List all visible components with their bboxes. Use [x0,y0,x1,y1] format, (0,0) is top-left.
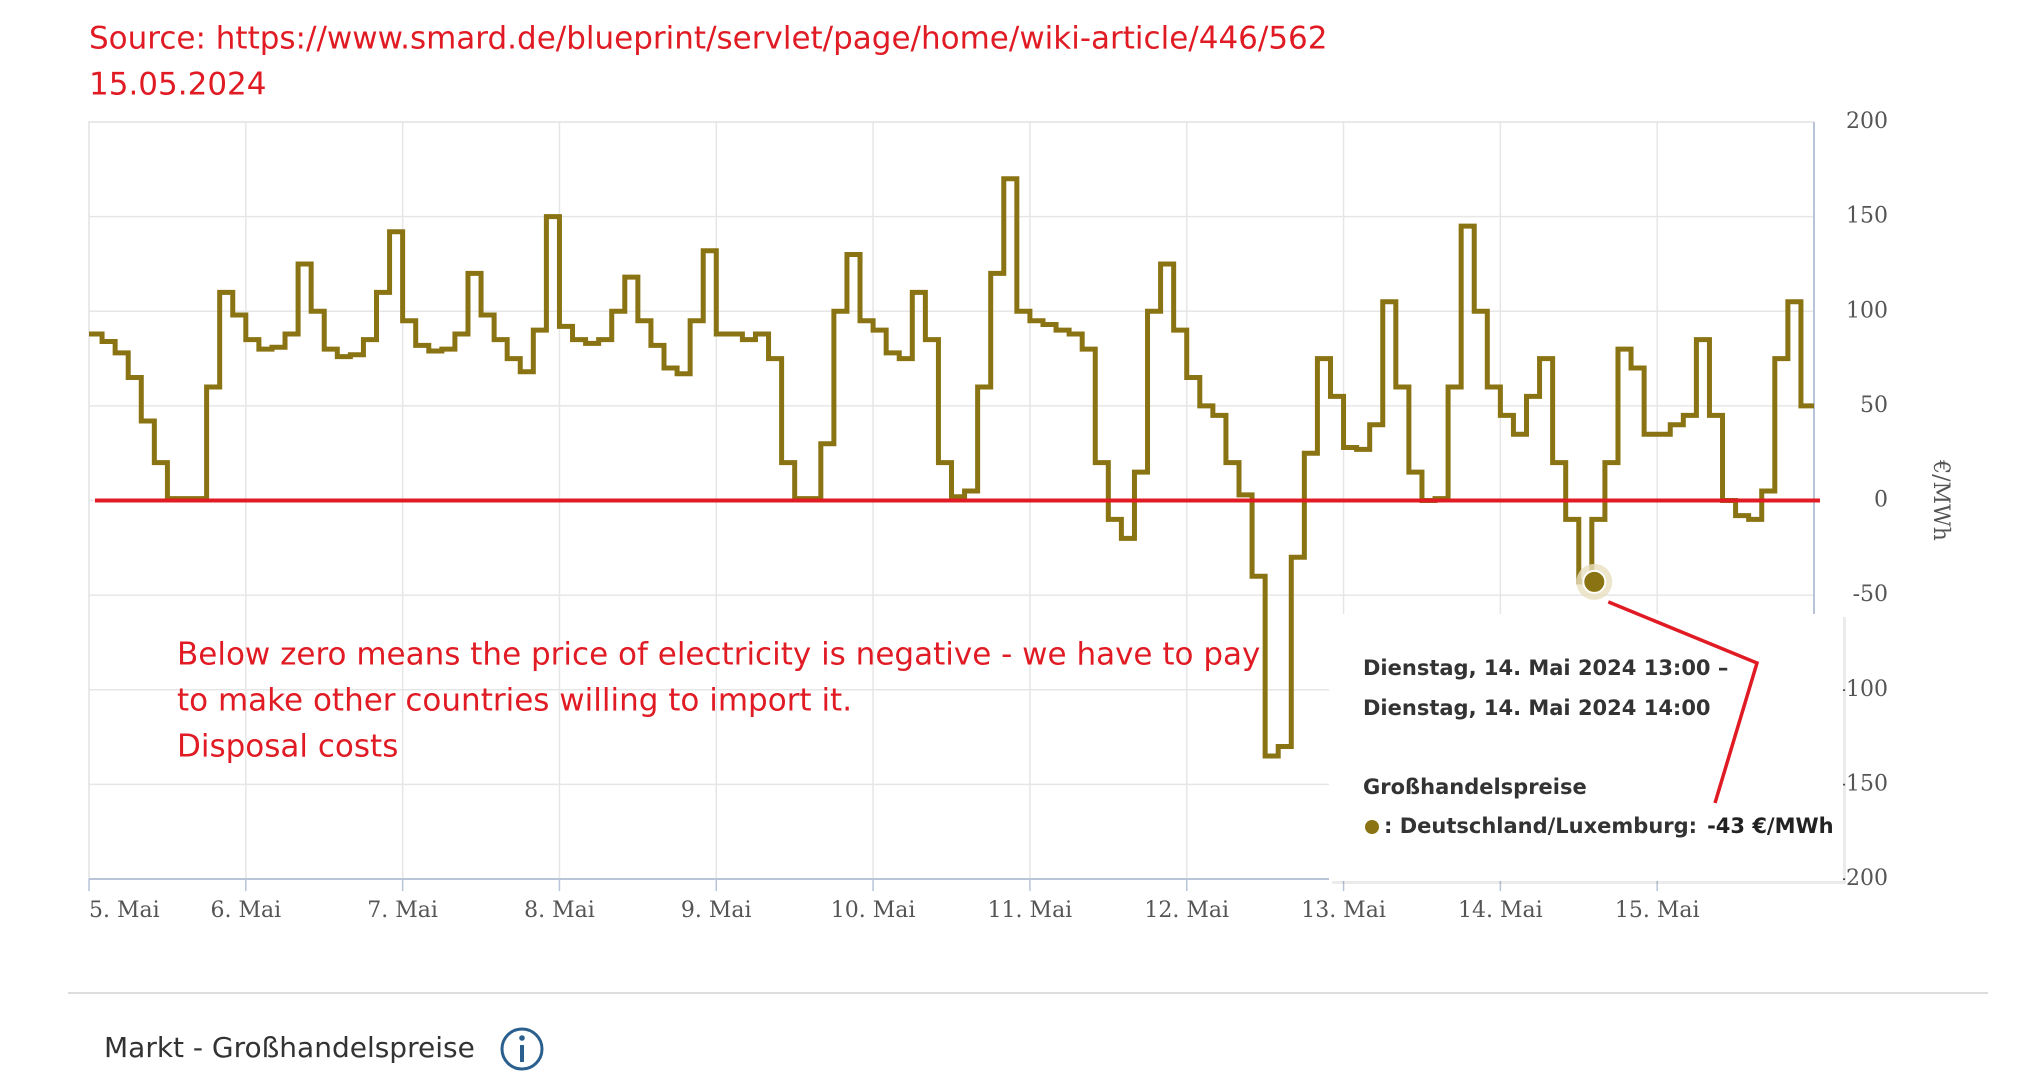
y-tick-label: 50 [1860,393,1888,418]
tooltip-box [1329,614,1843,881]
y-tick-label: -150 [1839,771,1888,796]
info-icon[interactable] [500,1027,544,1071]
x-tick-label: 10. Mai [831,898,916,923]
source-text: Source: https://www.smard.de/blueprint/s… [89,21,1328,57]
price-line [89,176,1814,759]
y-tick-label: 150 [1846,204,1888,229]
x-tick-label: 6. Mai [210,898,281,923]
y-tick-label: -50 [1853,582,1888,607]
x-tick-label: 11. Mai [988,898,1073,923]
x-tick-label: 5. Mai [89,898,160,923]
y-tick-label: 0 [1874,488,1888,513]
x-tick-label: 12. Mai [1144,898,1229,923]
tooltip-dot [1365,820,1379,834]
highlight-point [1582,569,1607,594]
x-tick-label: 14. Mai [1458,898,1543,923]
y-tick-label: 100 [1846,298,1888,323]
tooltip-date: Dienstag, 14. Mai 2024 13:00 – [1363,656,1728,680]
footer-title: Markt - Großhandelspreise [104,1031,475,1064]
annotation-arrow [1607,600,1760,804]
tooltip-heading: Großhandelspreise [1363,775,1587,799]
x-tick-label: 13. Mai [1301,898,1386,923]
annotation-text: Below zero means the price of electricit… [177,637,1260,673]
x-tick-label: 9. Mai [681,898,752,923]
annotation-text: Disposal costs [177,729,398,765]
y-tick-label: -200 [1839,866,1888,891]
annotation-text: to make other countries willing to impor… [177,683,852,719]
tooltip-date: Dienstag, 14. Mai 2024 14:00 [1363,696,1711,720]
x-tick-label: 15. Mai [1615,898,1700,923]
x-tick-label: 8. Mai [524,898,595,923]
y-axis-label: €/MWh [1928,459,1953,541]
y-tick-label: 200 [1846,109,1888,134]
x-tick-label: 7. Mai [367,898,438,923]
tooltip-item: : Deutschland/Luxemburg: [1384,814,1697,838]
tooltip-value: -43 €/MWh [1707,814,1834,838]
date-text: 15.05.2024 [89,67,267,103]
y-tick-label: -100 [1839,677,1888,702]
